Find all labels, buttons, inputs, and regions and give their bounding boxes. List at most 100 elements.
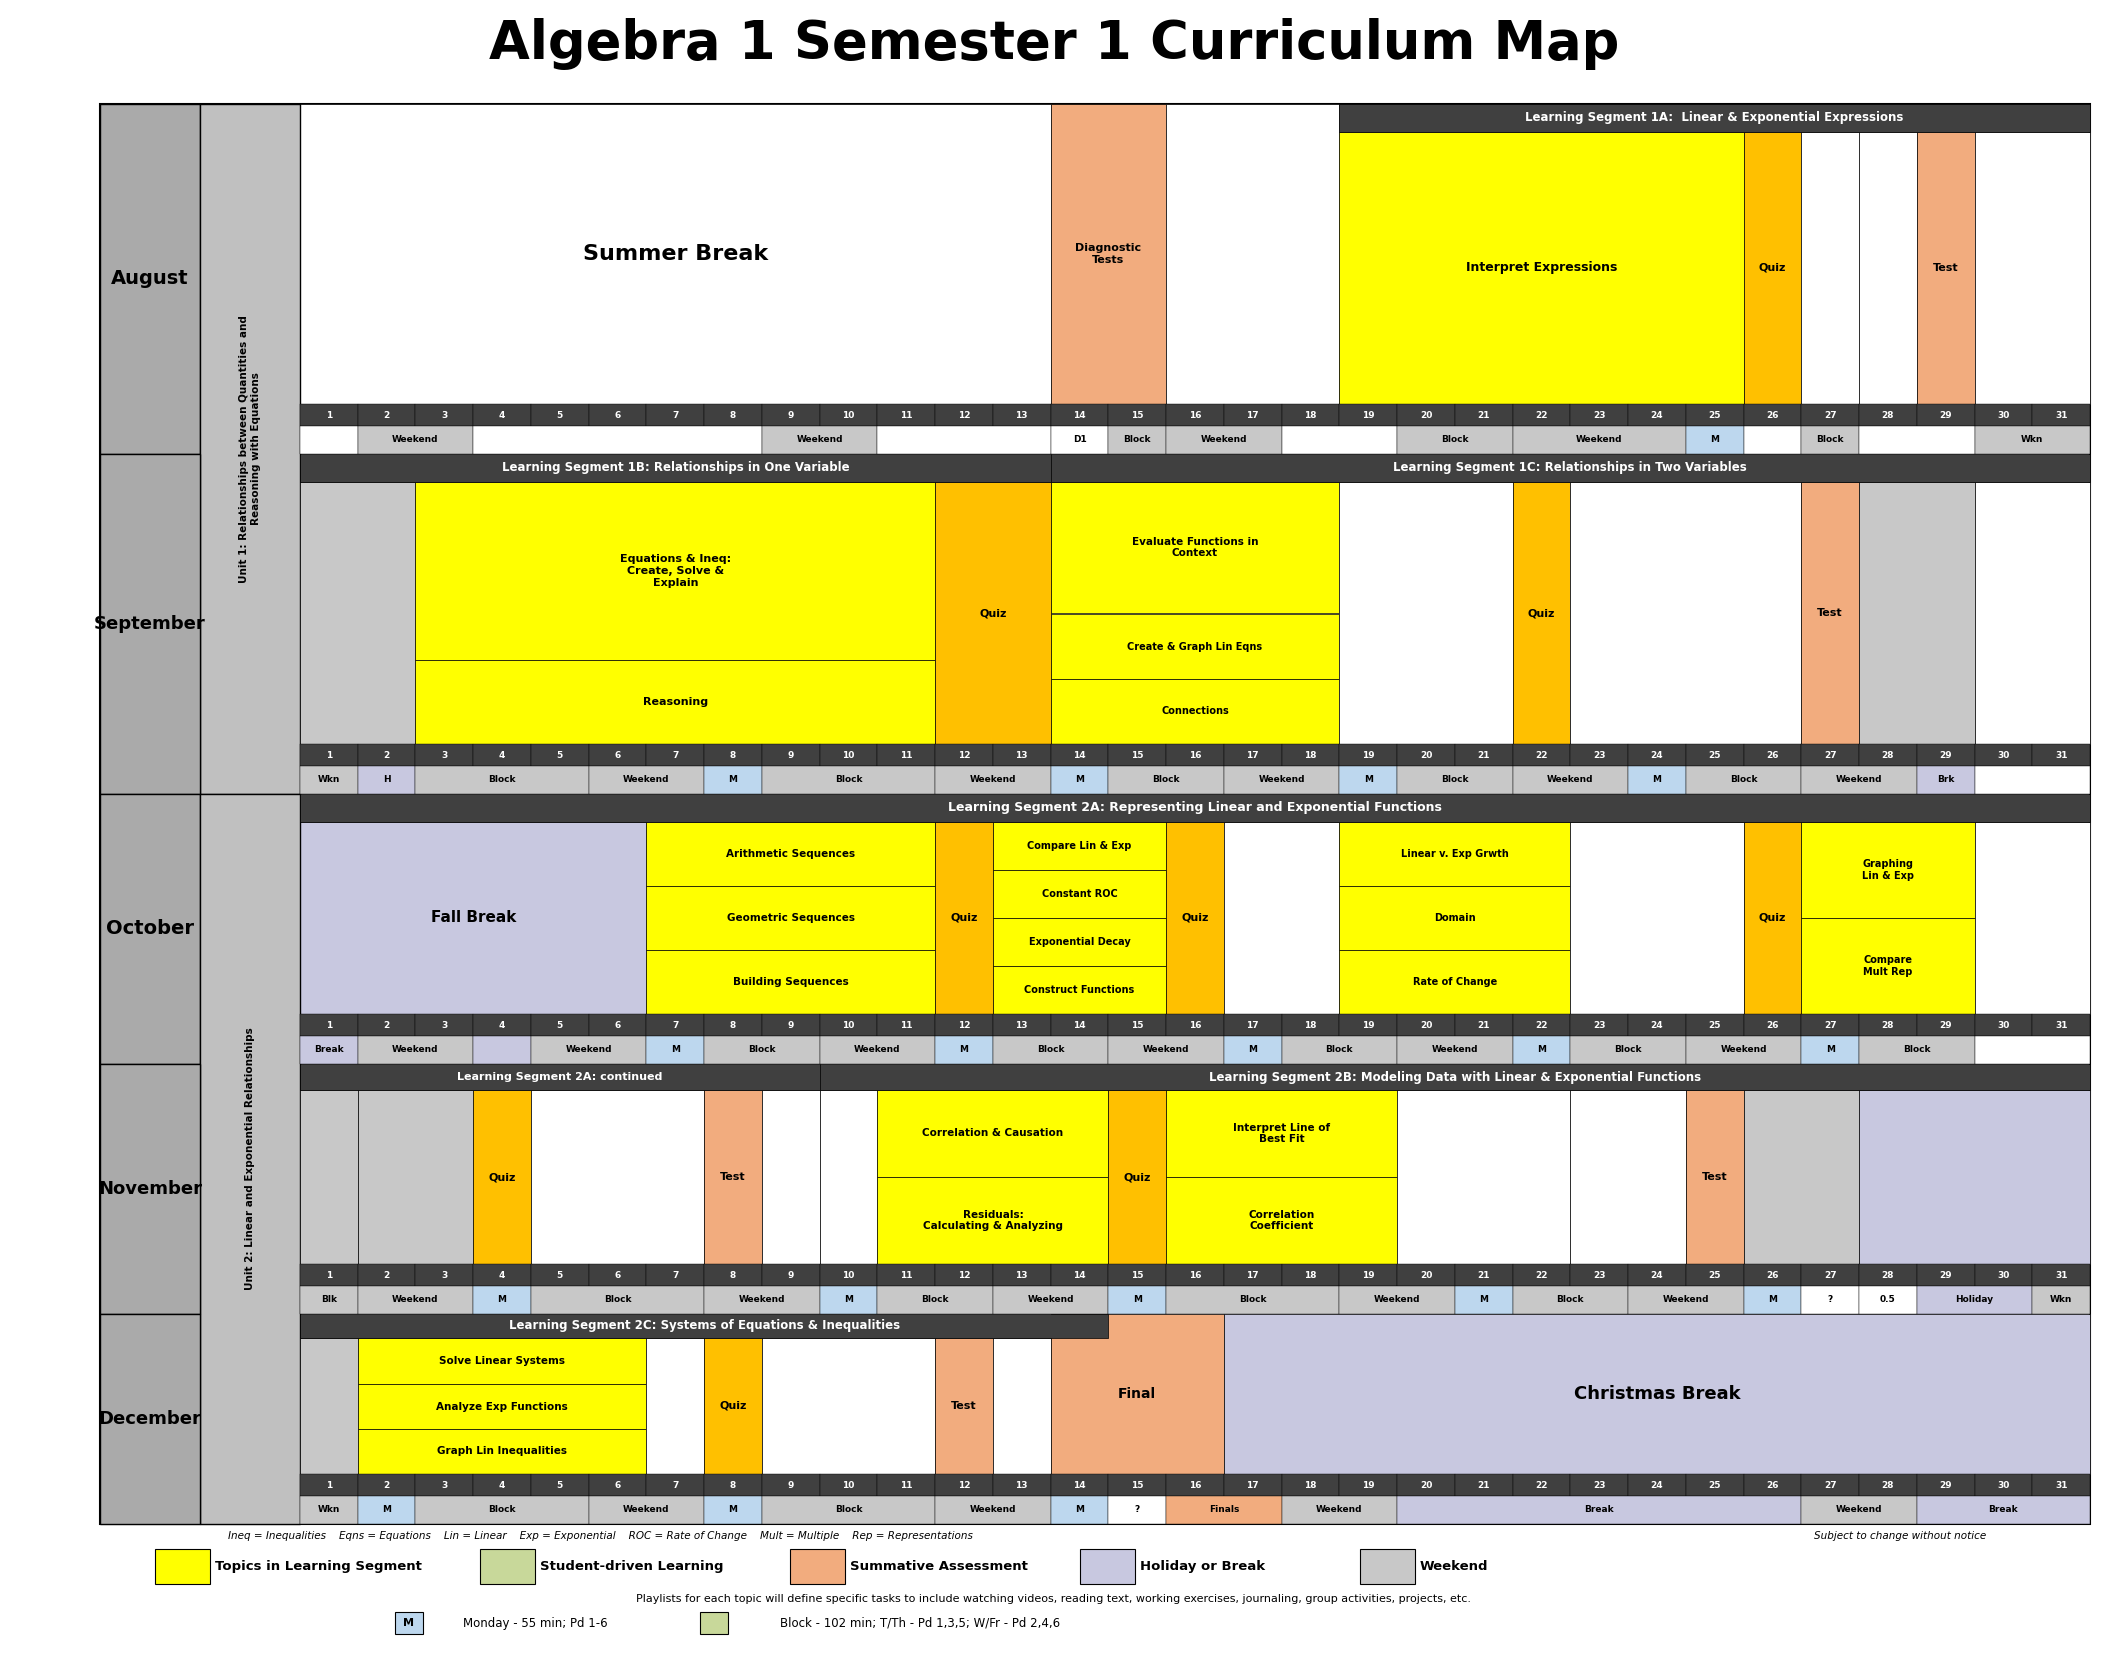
Text: 29: 29 xyxy=(1939,1271,1952,1280)
Bar xyxy=(200,794,299,1524)
Bar xyxy=(358,1265,415,1286)
Bar xyxy=(1398,1090,1570,1265)
Bar xyxy=(647,1013,704,1037)
Bar xyxy=(704,744,761,765)
Text: M: M xyxy=(382,1506,392,1514)
Bar xyxy=(877,1286,993,1315)
Text: 8: 8 xyxy=(729,1020,736,1030)
Text: September: September xyxy=(95,616,207,632)
Bar xyxy=(820,1090,877,1265)
Bar xyxy=(1686,1474,1743,1496)
Bar xyxy=(936,1037,993,1063)
Text: December: December xyxy=(99,1409,202,1428)
Text: Learning Segment 2A: continued: Learning Segment 2A: continued xyxy=(457,1072,662,1082)
Text: Block: Block xyxy=(1442,436,1469,444)
Bar xyxy=(1398,1474,1455,1496)
Bar xyxy=(1570,1265,1627,1286)
Bar xyxy=(1339,103,2089,131)
Text: 25: 25 xyxy=(1707,750,1720,759)
Bar xyxy=(299,483,415,744)
Bar xyxy=(1802,131,1859,404)
Text: 3: 3 xyxy=(441,750,447,759)
Bar xyxy=(1627,1265,1686,1286)
Bar xyxy=(877,1090,1109,1176)
Text: 12: 12 xyxy=(957,750,970,759)
Bar xyxy=(1627,1013,1686,1037)
Text: Compare Lin & Exp: Compare Lin & Exp xyxy=(1027,840,1132,850)
Text: Block - 102 min; T/Th - Pd 1,3,5; W/Fr - Pd 2,4,6: Block - 102 min; T/Th - Pd 1,3,5; W/Fr -… xyxy=(780,1616,1060,1629)
Bar xyxy=(1282,1037,1398,1063)
Bar xyxy=(877,1265,936,1286)
Bar xyxy=(1166,426,1282,454)
Text: Weekend: Weekend xyxy=(1431,1045,1478,1055)
Text: 27: 27 xyxy=(1823,750,1836,759)
Bar xyxy=(1514,1013,1570,1037)
Text: 16: 16 xyxy=(1189,750,1202,759)
Text: 2: 2 xyxy=(384,1020,390,1030)
Text: 8: 8 xyxy=(729,750,736,759)
Text: 18: 18 xyxy=(1305,1481,1318,1489)
Text: Learning Segment 1A:  Linear & Exponential Expressions: Learning Segment 1A: Linear & Exponentia… xyxy=(1526,111,1904,125)
Bar xyxy=(1916,1265,1975,1286)
Bar xyxy=(1627,1474,1686,1496)
Text: 18: 18 xyxy=(1305,1271,1318,1280)
Text: Finals: Finals xyxy=(1208,1506,1240,1514)
Text: 3: 3 xyxy=(441,1020,447,1030)
Bar xyxy=(1859,1090,2089,1265)
Bar xyxy=(1686,1037,1802,1063)
Bar xyxy=(877,1176,1109,1265)
Bar xyxy=(647,822,936,885)
Bar xyxy=(1859,131,1916,404)
Bar xyxy=(704,765,761,794)
Bar xyxy=(1225,1013,1282,1037)
Bar xyxy=(415,765,588,794)
Bar xyxy=(358,1037,472,1063)
Text: Block: Block xyxy=(1615,1045,1642,1055)
Text: Weekend: Weekend xyxy=(1663,1296,1710,1305)
Text: Quiz: Quiz xyxy=(951,914,978,924)
Text: 31: 31 xyxy=(2055,411,2068,419)
Text: 3: 3 xyxy=(441,1271,447,1280)
Bar xyxy=(1050,1474,1109,1496)
Bar xyxy=(1455,744,1514,765)
Bar xyxy=(1627,404,1686,426)
Text: 31: 31 xyxy=(2055,1481,2068,1489)
Bar xyxy=(588,1013,647,1037)
Bar xyxy=(1109,1474,1166,1496)
Bar xyxy=(299,103,1050,404)
Text: 7: 7 xyxy=(672,1020,679,1030)
Text: Weekend: Weekend xyxy=(738,1296,784,1305)
Bar xyxy=(993,1474,1050,1496)
Bar xyxy=(1743,1286,1802,1315)
Bar xyxy=(1109,1013,1166,1037)
Bar xyxy=(299,1315,1109,1338)
Bar xyxy=(1050,483,1339,612)
Text: 17: 17 xyxy=(1246,411,1258,419)
Bar xyxy=(1398,1013,1455,1037)
Text: Building Sequences: Building Sequences xyxy=(734,977,850,987)
Bar xyxy=(1514,404,1570,426)
Text: 29: 29 xyxy=(1939,411,1952,419)
Bar xyxy=(415,1496,588,1524)
Bar xyxy=(1686,1265,1743,1286)
Bar xyxy=(299,765,358,794)
Text: 16: 16 xyxy=(1189,1481,1202,1489)
Text: Blk: Blk xyxy=(320,1296,337,1305)
Bar xyxy=(1339,744,1398,765)
Text: 31: 31 xyxy=(2055,1271,2068,1280)
Bar xyxy=(704,1265,761,1286)
Bar xyxy=(1282,1013,1339,1037)
Text: 27: 27 xyxy=(1823,411,1836,419)
Bar xyxy=(704,1286,820,1315)
Text: 5: 5 xyxy=(557,750,563,759)
Bar xyxy=(1050,679,1339,744)
Text: 24: 24 xyxy=(1651,750,1663,759)
Text: Weekend: Weekend xyxy=(565,1045,611,1055)
Text: Reasoning: Reasoning xyxy=(643,697,708,707)
Text: Playlists for each topic will define specific tasks to include watching videos, : Playlists for each topic will define spe… xyxy=(637,1594,1471,1604)
Bar xyxy=(1282,1265,1339,1286)
Text: 8: 8 xyxy=(729,411,736,419)
Bar xyxy=(588,1496,704,1524)
Bar xyxy=(761,1013,820,1037)
Text: 15: 15 xyxy=(1132,411,1143,419)
